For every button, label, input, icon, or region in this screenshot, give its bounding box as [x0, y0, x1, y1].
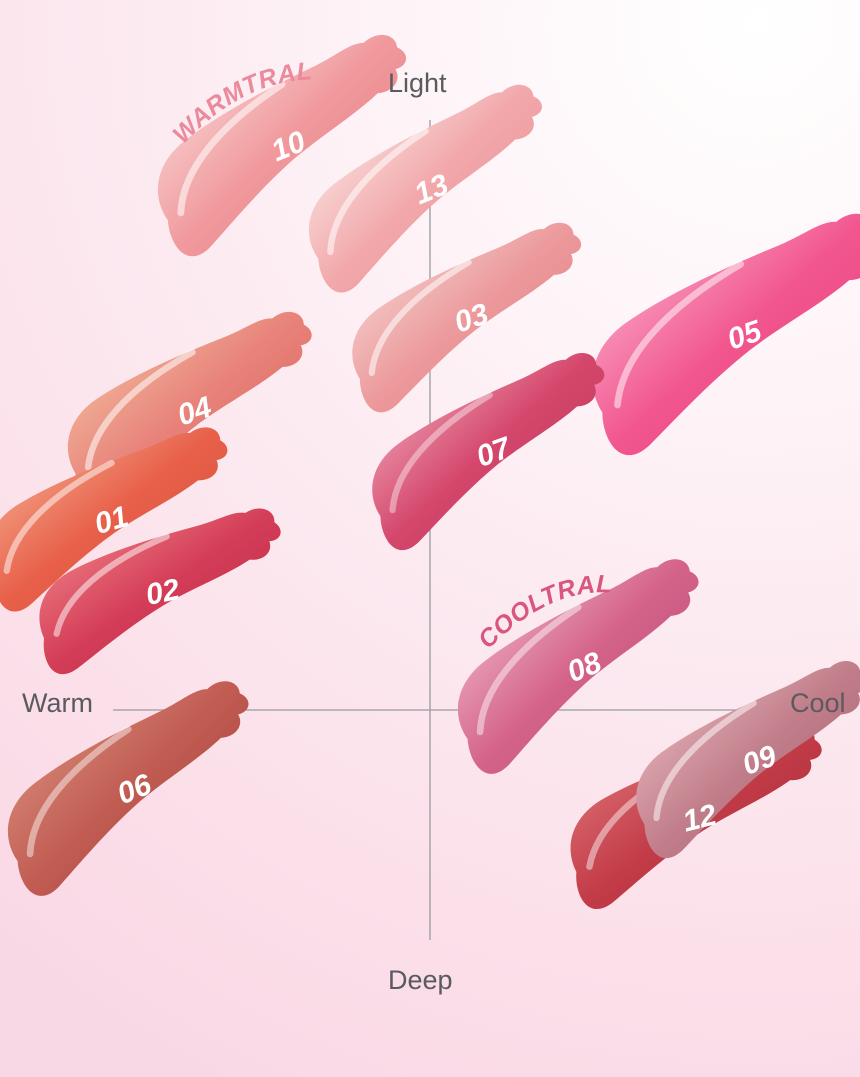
svg-text:02: 02	[143, 573, 183, 612]
